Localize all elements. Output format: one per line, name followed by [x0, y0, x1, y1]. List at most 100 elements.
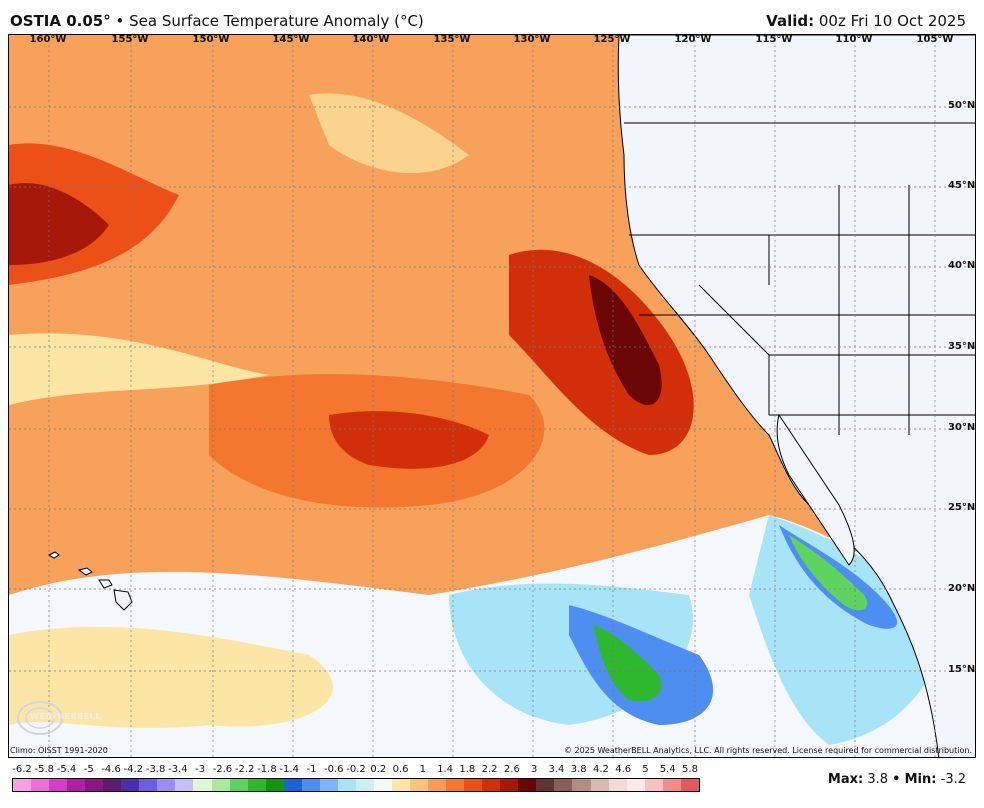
colorbar-swatch	[247, 779, 266, 791]
colorbar-label: 2.6	[503, 764, 520, 775]
max-label: Max:	[827, 772, 864, 787]
colorbar-label: 1.8	[459, 764, 476, 775]
colorbar-swatch	[428, 779, 447, 791]
graticule	[9, 35, 975, 757]
colorbar-label: 4.6	[615, 764, 632, 775]
hot-patch	[9, 183, 109, 265]
colorbar-swatch	[482, 779, 501, 791]
degree-mark: °	[103, 12, 111, 30]
colorbar-label: 3.8	[570, 764, 587, 775]
lon-label: 115°W	[755, 34, 793, 45]
logo-swirl-icon	[17, 701, 63, 735]
colorbar-swatch	[265, 779, 284, 791]
title-separator: •	[115, 12, 125, 30]
neutral-patch	[9, 626, 333, 728]
lat-label: 35°N	[948, 341, 976, 352]
map-canvas	[9, 35, 975, 757]
colorbar-label: 5.8	[682, 764, 698, 775]
colorbar-label: -1	[306, 764, 317, 775]
colorbar-swatch	[626, 779, 645, 791]
lon-label: 125°W	[593, 34, 631, 45]
colorbar-swatch	[518, 779, 537, 791]
valid-time: Valid: 00z Fri 10 Oct 2025	[766, 12, 966, 30]
colorbar-label: -4.6	[101, 764, 121, 775]
hawaiian-islands	[47, 551, 133, 611]
lat-label: 45°N	[948, 180, 976, 191]
colorbar-label: -3.4	[168, 764, 188, 775]
colorbar-swatch	[500, 779, 519, 791]
very-cold-patch	[789, 535, 868, 611]
colorbar-swatch	[680, 779, 699, 791]
map-title: OSTIA 0.05° • Sea Surface Temperature An…	[10, 12, 424, 30]
colorbar-label: -0.6	[323, 764, 344, 775]
lon-label: 150°W	[192, 34, 230, 45]
colorbar-swatch	[373, 779, 392, 791]
product-description: Sea Surface Temperature Anomaly (°C)	[129, 12, 424, 30]
lon-label: 135°W	[433, 34, 471, 45]
colorbar-label: 5	[642, 764, 649, 775]
colorbar-swatch	[193, 779, 212, 791]
neutral-patch	[9, 333, 269, 405]
colorbar-label: 1.4	[437, 764, 454, 775]
max-min-stats: Max: 3.8 • Min: -3.2	[828, 772, 966, 787]
lat-label: 25°N	[948, 502, 976, 513]
colorbar-label: -2.2	[234, 764, 255, 775]
stat-separator: •	[892, 772, 901, 787]
colorbar-label: -1.8	[257, 764, 277, 775]
lat-label: 50°N	[948, 100, 976, 111]
colorbar-swatch	[31, 779, 50, 791]
colorbar-swatch	[103, 779, 122, 791]
colorbar-label: 3.4	[548, 764, 565, 775]
colorbar-swatch	[536, 779, 555, 791]
colorbar-swatch	[464, 779, 483, 791]
product-name: OSTIA 0.05	[10, 12, 104, 30]
colorbar-label: -5.4	[56, 764, 77, 775]
colorbar-swatch	[157, 779, 176, 791]
colorbar-swatch	[410, 779, 429, 791]
colorbar-swatch	[121, 779, 140, 791]
colorbar-swatch	[13, 779, 32, 791]
colorbar-label: -3	[195, 764, 206, 775]
colorbar-swatch	[662, 779, 681, 791]
colorbar-label: 3	[530, 764, 538, 775]
colorbar-labels: -6.2 -5.8 -5.4 -5 -4.6 -4.2 -3.8 -3.4 -3 -2.6 -2.2…	[12, 764, 700, 776]
valid-time-value: 00z Fri 10 Oct 2025	[818, 12, 966, 30]
colorbar-swatch	[391, 779, 411, 791]
colorbar-swatch	[67, 779, 86, 791]
colorbar-swatch	[355, 779, 374, 791]
min-value: -3.2	[940, 772, 966, 787]
logo-text: WEATHERBELL	[30, 712, 101, 721]
lon-label: 145°W	[272, 34, 310, 45]
colorbar-label: -5	[83, 764, 94, 775]
lat-label: 40°N	[948, 260, 976, 271]
colorbar-swatch	[211, 779, 230, 791]
colorbar-swatch	[608, 779, 627, 791]
north-america-land	[617, 35, 975, 757]
colorbar-label: 0.2	[370, 764, 387, 775]
lon-label: 160°W	[29, 34, 67, 45]
lon-label: 120°W	[674, 34, 712, 45]
lon-label: 130°W	[513, 34, 551, 45]
lon-label: 105°W	[916, 34, 954, 45]
state-borders	[629, 185, 975, 435]
min-label: Min:	[904, 772, 937, 787]
colorbar-swatch	[85, 779, 104, 791]
lon-label: 155°W	[111, 34, 149, 45]
very-cold-patch	[594, 625, 662, 702]
colorbar-label: 0.6	[392, 764, 409, 775]
colorbar-swatch	[590, 779, 609, 791]
colorbar-swatch	[283, 779, 302, 791]
copyright-note: © 2025 WeatherBELL Analytics, LLC. All r…	[564, 746, 972, 755]
colorbar-swatch	[175, 779, 194, 791]
colorbar-swatch	[554, 779, 573, 791]
colorbar-label: 1	[419, 764, 426, 775]
climatology-note: Climo: OISST 1991-2020	[10, 746, 108, 755]
colorbar	[12, 778, 700, 792]
cool-patch	[749, 515, 949, 745]
colorbar-label: -4.2	[123, 764, 144, 775]
extreme-patch	[589, 275, 662, 405]
max-value: 3.8	[867, 772, 889, 787]
colorbar-swatch	[229, 779, 248, 791]
lat-label: 20°N	[948, 583, 976, 594]
colorbar-swatch	[644, 779, 663, 791]
